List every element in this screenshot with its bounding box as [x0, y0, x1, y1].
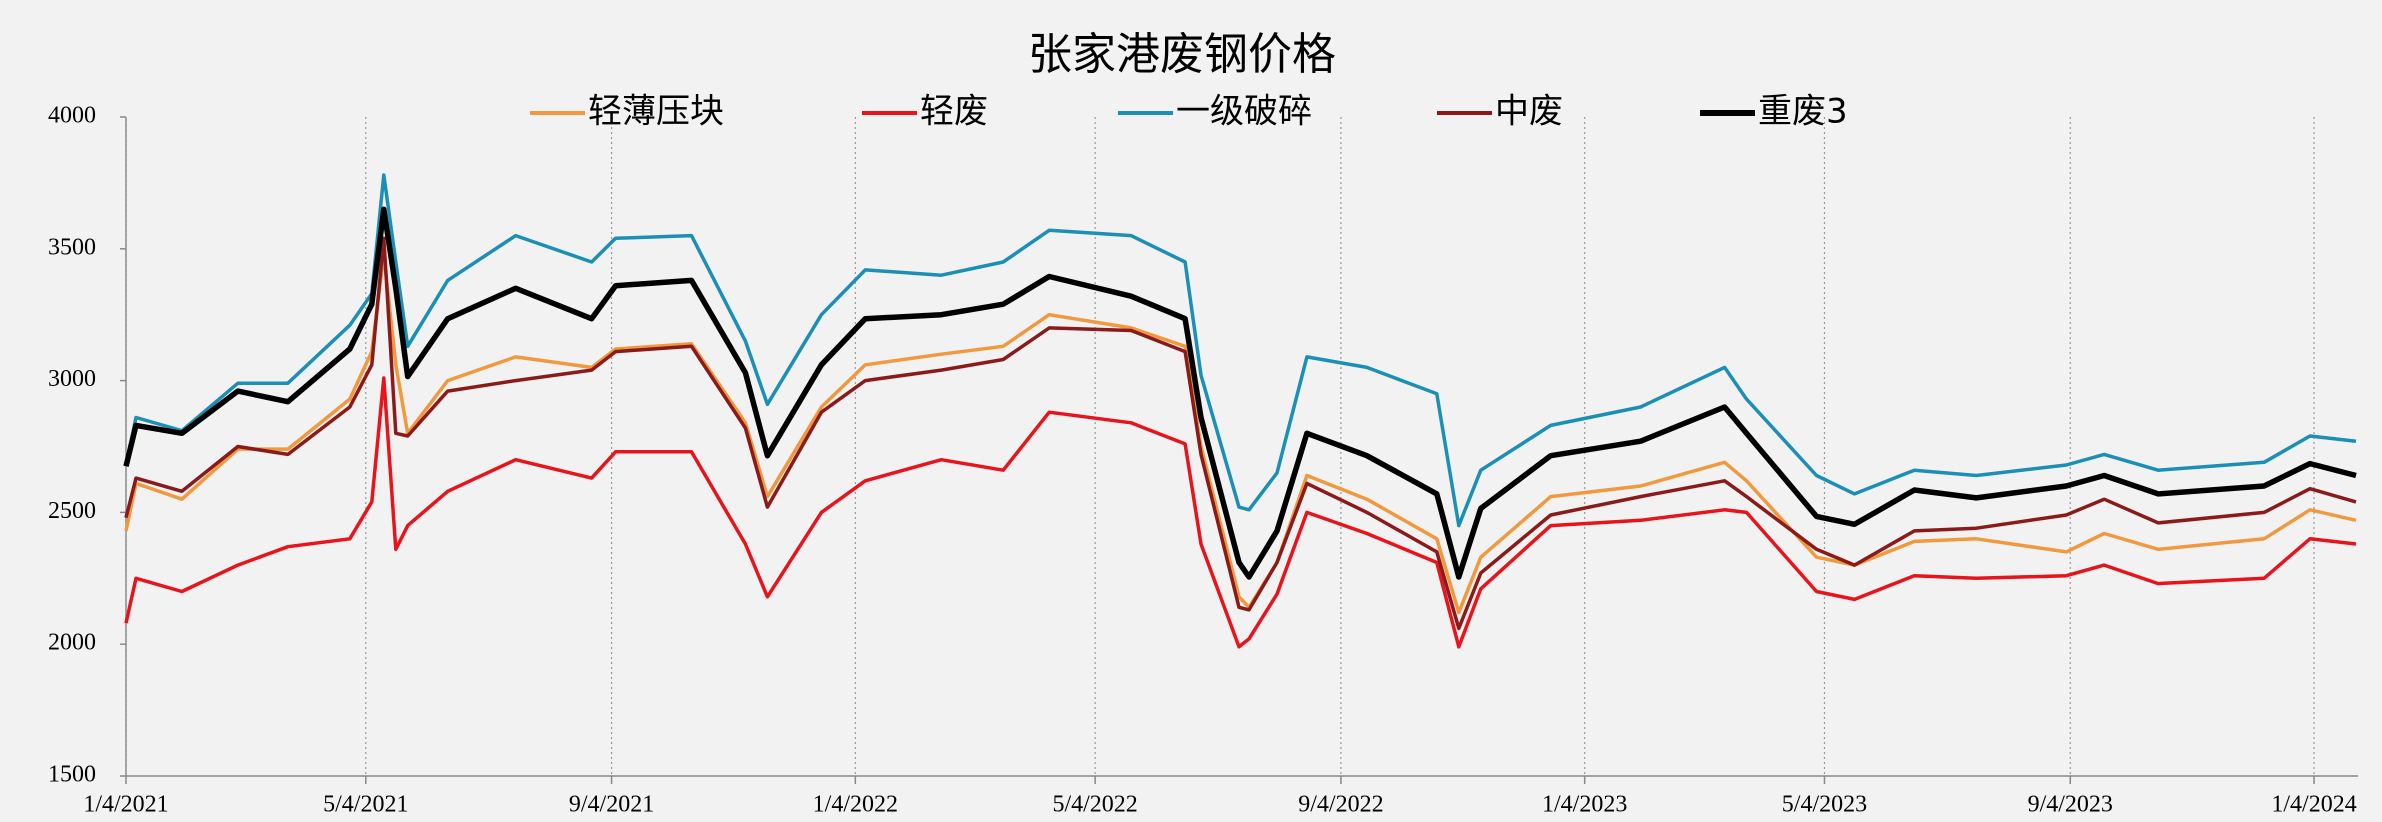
series-line — [124, 376, 2357, 649]
legend-label: 重废3 — [1758, 92, 1848, 132]
y-tick-label: 3000 — [48, 366, 96, 392]
y-tick-label: 4000 — [48, 103, 96, 129]
series-line — [124, 252, 2357, 615]
x-tick-label: 1/4/2023 — [1542, 792, 1627, 818]
x-tick-label: 9/4/2022 — [1298, 792, 1383, 818]
y-tick-label: 2500 — [48, 498, 96, 524]
x-tick-label: 9/4/2021 — [569, 792, 654, 818]
series-line — [124, 173, 2357, 528]
legend-label: 中废 — [1495, 92, 1563, 132]
series-line — [124, 236, 2357, 631]
x-tick-label: 5/4/2022 — [1052, 792, 1137, 818]
y-tick-label: 3500 — [48, 234, 96, 260]
series-line — [123, 206, 2357, 580]
chart-title: 张家港废钢价格 — [1028, 29, 1336, 80]
y-tick-label: 2000 — [48, 630, 96, 656]
x-tick-label: 5/4/2023 — [1782, 792, 1867, 818]
x-tick-label: 5/4/2021 — [323, 792, 408, 818]
legend-label: 一级破碎 — [1176, 92, 1312, 132]
x-tick-label: 1/4/2021 — [83, 792, 168, 818]
x-tick-label: 1/4/2024 — [2271, 792, 2356, 818]
legend-label: 轻废 — [920, 92, 988, 132]
x-tick-label: 1/4/2022 — [813, 792, 898, 818]
x-tick-label: 9/4/2023 — [2028, 792, 2113, 818]
legend-label: 轻薄压块 — [588, 92, 724, 132]
y-tick-label: 1500 — [48, 762, 96, 788]
